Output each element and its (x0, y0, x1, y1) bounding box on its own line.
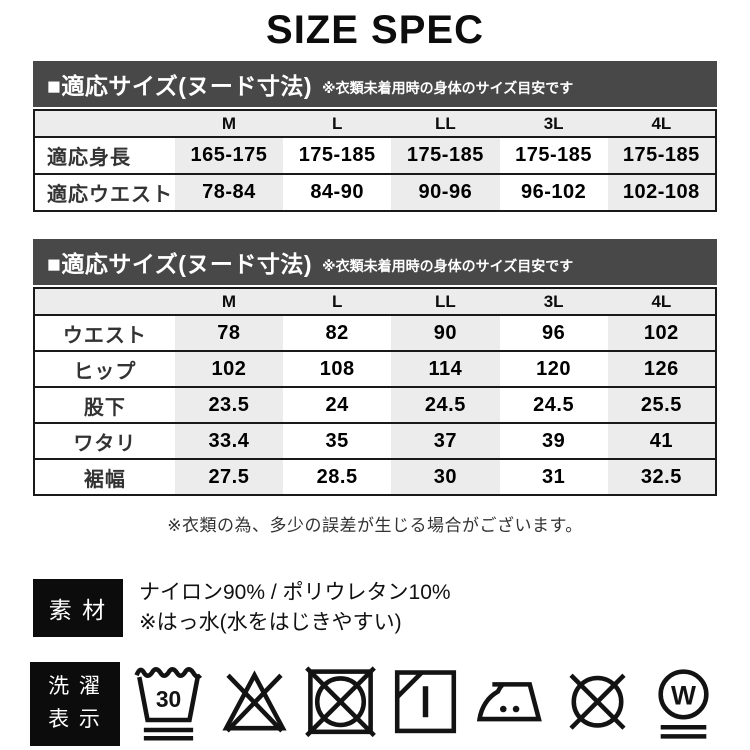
size-col-header: L (283, 288, 392, 315)
fit-size-table-block: ■適応サイズ(ヌード寸法) ※衣類未着用時の身体のサイズ目安です M L LL … (33, 61, 717, 212)
table-cell: 84-90 (283, 173, 392, 211)
table-cell: 24.5 (391, 386, 500, 423)
care-label-line1: 洗 濯 (48, 675, 102, 699)
table1-header-title: ■適応サイズ(ヌード寸法) (47, 73, 313, 99)
size-col-header: 4L (607, 288, 716, 315)
material-feature: ※はっ水(水をはじきやすい) (139, 611, 402, 635)
size-col-header: LL (391, 110, 500, 137)
row-label: 股下 (34, 386, 175, 423)
table-cell: 90 (391, 314, 500, 351)
table-cell: 39 (499, 422, 608, 459)
table-cell: 35 (283, 422, 392, 459)
table-cell: 28.5 (283, 458, 392, 495)
disclaimer-note: ※衣類の為、多少の誤差が生じる場合がございます。 (167, 516, 583, 535)
material-label-box: 素 材 (33, 579, 123, 638)
row-label: ウエスト (34, 314, 175, 351)
table-cell: 175-185 (391, 136, 500, 174)
table-cell: 102-108 (607, 173, 716, 211)
svg-text:W: W (671, 680, 696, 710)
row-label: ワタリ (34, 422, 175, 459)
table-cell: 96 (499, 314, 608, 351)
table-cell: 25.5 (607, 386, 716, 423)
table-cell: 102 (174, 350, 284, 387)
table2-header-title: ■適応サイズ(ヌード寸法) (47, 251, 313, 277)
table-row: 裾幅 27.5 28.5 30 31 32.5 (34, 458, 716, 495)
line-dry-in-shade-icon (395, 670, 457, 734)
size-header-row: M L LL 3L 4L (34, 110, 716, 137)
care-icons-row: 30 (132, 660, 720, 748)
row-label: 適応身長 (34, 136, 175, 174)
table1-header-bar: ■適応サイズ(ヌード寸法) ※衣類未着用時の身体のサイズ目安です (33, 61, 717, 107)
corner-cell (34, 110, 175, 137)
care-label-line2: 表 示 (48, 707, 102, 731)
care-label-box: 洗 濯 表 示 (30, 661, 120, 746)
size-col-header: M (174, 288, 284, 315)
table-cell: 27.5 (174, 458, 284, 495)
table-cell: 175-185 (283, 136, 392, 174)
table-cell: 102 (607, 314, 716, 351)
corner-cell (34, 288, 175, 315)
table-cell: 78 (174, 314, 284, 351)
table-cell: 37 (391, 422, 500, 459)
table-cell: 120 (499, 350, 608, 387)
table-cell: 24.5 (499, 386, 608, 423)
table-row: 股下 23.5 24 24.5 24.5 25.5 (34, 386, 716, 423)
size-col-header: 3L (499, 288, 608, 315)
garment-size-table-block: ■適応サイズ(ヌード寸法) ※衣類未着用時の身体のサイズ目安です M L LL … (33, 239, 717, 496)
material-composition: ナイロン90% / ポリウレタン10% (139, 581, 451, 604)
wash-30-gentle-icon: 30 (134, 666, 203, 741)
row-label: 適応ウエスト (34, 173, 175, 211)
row-label: ヒップ (34, 350, 175, 387)
table-cell: 78-84 (174, 173, 284, 211)
table-row: ヒップ 102 108 114 120 126 (34, 350, 716, 387)
size-col-header: 3L (499, 110, 608, 137)
fit-size-table: M L LL 3L 4L 適応身長 165-175 175-185 175-18… (33, 109, 717, 212)
table-cell: 108 (283, 350, 392, 387)
material-label: 素 材 (48, 597, 108, 624)
table-cell: 90-96 (391, 173, 500, 211)
table-cell: 126 (607, 350, 716, 387)
table-cell: 165-175 (174, 136, 284, 174)
table-cell: 82 (283, 314, 392, 351)
size-col-header: 4L (607, 110, 716, 137)
table-cell: 32.5 (607, 458, 716, 495)
table-cell: 96-102 (499, 173, 608, 211)
row-label: 裾幅 (34, 458, 175, 495)
size-col-header: LL (391, 288, 500, 315)
table-cell: 175-185 (499, 136, 608, 174)
table1-header-note: ※衣類未着用時の身体のサイズ目安です (322, 79, 574, 96)
wet-clean-gentle-icon: W (658, 669, 709, 739)
table-cell: 23.5 (174, 386, 284, 423)
table-cell: 31 (499, 458, 608, 495)
page-title: SIZE SPEC (266, 8, 484, 52)
garment-size-table: M L LL 3L 4L ウエスト 78 82 90 96 102 ヒップ 10… (33, 287, 717, 496)
material-text: ナイロン90% / ポリウレタン10% ※はっ水(水をはじきやすい) (139, 578, 451, 639)
table-row: ウエスト 78 82 90 96 102 (34, 314, 716, 351)
table-cell: 33.4 (174, 422, 284, 459)
table-cell: 24 (283, 386, 392, 423)
svg-text:30: 30 (156, 686, 181, 712)
no-tumble-dry-icon (304, 666, 376, 737)
size-col-header: L (283, 110, 392, 137)
table-cell: 175-185 (607, 136, 716, 174)
table-row: 適応身長 165-175 175-185 175-185 175-185 175… (34, 136, 716, 174)
size-col-header: M (174, 110, 284, 137)
iron-medium-icon (477, 681, 543, 722)
table-cell: 30 (391, 458, 500, 495)
table-row: ワタリ 33.4 35 37 39 41 (34, 422, 716, 459)
table-row: 適応ウエスト 78-84 84-90 90-96 96-102 102-108 (34, 173, 716, 211)
size-header-row: M L LL 3L 4L (34, 288, 716, 315)
no-bleach-icon (222, 670, 287, 733)
material-section: 素 材 ナイロン90% / ポリウレタン10% ※はっ水(水をはじきやすい) (33, 578, 717, 639)
table2-header-bar: ■適応サイズ(ヌード寸法) ※衣類未着用時の身体のサイズ目安です (33, 239, 717, 285)
care-section: 洗 濯 表 示 30 (30, 660, 720, 748)
no-dry-clean-icon (569, 673, 626, 730)
table-cell: 114 (391, 350, 500, 387)
table-cell: 41 (607, 422, 716, 459)
table2-header-note: ※衣類未着用時の身体のサイズ目安です (322, 257, 574, 274)
